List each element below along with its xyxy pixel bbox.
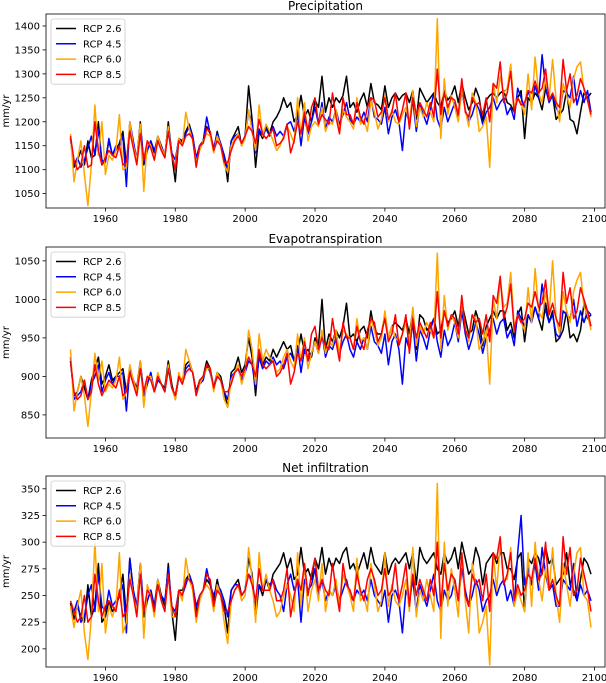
legend-label-rcp-2-6: RCP 2.6	[83, 24, 122, 35]
legend-box	[50, 480, 126, 547]
x-tick-label: 2040	[372, 673, 397, 683]
y-tick-label: 850	[21, 410, 40, 421]
x-tick-label: 1980	[163, 214, 188, 225]
x-tick-label: 1960	[93, 214, 118, 225]
series-line-rcp-8-5	[69, 536, 592, 623]
x-tick-label: 2020	[302, 214, 327, 225]
legend-label-rcp-2-6: RCP 2.6	[83, 257, 122, 268]
legend-label-rcp-6-0: RCP 6.0	[83, 517, 122, 528]
x-tick-label: 2100	[582, 444, 606, 455]
legend-label-rcp-8-5: RCP 8.5	[83, 303, 122, 314]
x-tick-label: 2000	[232, 673, 257, 683]
series-line-rcp-6-0	[69, 18, 592, 207]
y-tick-label: 275	[21, 564, 40, 575]
axes-frame	[45, 246, 606, 439]
x-tick-label: 2000	[232, 214, 257, 225]
x-tick-label: 2080	[512, 214, 537, 225]
y-tick-label: 1100	[15, 165, 40, 176]
x-tick-label: 1980	[163, 444, 188, 455]
x-tick-label: 2040	[372, 214, 397, 225]
legend-label-rcp-6-0: RCP 6.0	[83, 55, 122, 66]
legend: RCP 2.6 RCP 4.5 RCP 6.0 RCP 8.5	[50, 480, 126, 547]
y-tick-label: 325	[21, 511, 40, 522]
legend-label-rcp-4-5: RCP 4.5	[83, 272, 122, 283]
net-infiltration-panel: Net infiltration mm/yr 1960 1980 2000 2020 204…	[1, 461, 606, 683]
precipitation-panel: Precipitation mm/yr 1960 1980 2000 2020 2040 20…	[1, 0, 606, 225]
legend: RCP 2.6 RCP 4.5 RCP 6.0 RCP 8.5	[50, 251, 126, 318]
x-tick-label: 2080	[512, 444, 537, 455]
axes-frame	[45, 13, 606, 209]
y-tick-label: 1200	[15, 117, 40, 128]
evapotranspiration-panel: Evapotranspiration mm/yr 1960 1980 2000 2020 2…	[1, 232, 606, 455]
y-tick-label: 1050	[15, 189, 40, 200]
legend-box	[50, 18, 126, 85]
legend: RCP 2.6 RCP 4.5 RCP 6.0 RCP 8.5	[50, 18, 126, 85]
series-line-rcp-8-5	[69, 271, 592, 401]
y-tick-label: 350	[21, 484, 40, 495]
chart-title: Evapotranspiration	[268, 232, 382, 246]
y-tick-label: 1300	[15, 69, 40, 80]
x-tick-label: 2060	[442, 214, 467, 225]
series-group	[69, 18, 592, 207]
legend-box	[50, 251, 126, 318]
y-tick-label: 1050	[15, 256, 40, 267]
legend-label-rcp-4-5: RCP 4.5	[83, 39, 122, 50]
series-line-rcp-4-5	[69, 53, 592, 188]
chart-title: Precipitation	[288, 0, 363, 13]
legend-label-rcp-6-0: RCP 6.0	[83, 288, 122, 299]
y-tick-label: 200	[21, 644, 40, 655]
y-tick-label: 250	[21, 591, 40, 602]
x-tick-label: 2080	[512, 673, 537, 683]
x-tick-label: 2020	[302, 673, 327, 683]
y-axis-label: mm/yr	[1, 325, 12, 359]
x-tick-label: 1980	[163, 673, 188, 683]
legend-label-rcp-4-5: RCP 4.5	[83, 501, 122, 512]
y-tick-label: 1250	[15, 93, 40, 104]
x-tick-label: 2060	[442, 444, 467, 455]
series-group	[69, 482, 592, 666]
legend-label-rcp-2-6: RCP 2.6	[83, 486, 122, 497]
y-tick-label: 1400	[15, 21, 40, 32]
y-tick-label: 900	[21, 372, 40, 383]
x-tick-label: 1960	[93, 444, 118, 455]
series-group	[69, 252, 592, 428]
series-line-rcp-6-0	[69, 252, 592, 428]
x-tick-label: 2000	[232, 444, 257, 455]
y-tick-label: 1000	[15, 295, 40, 306]
axes-frame	[45, 475, 606, 668]
x-tick-label: 2020	[302, 444, 327, 455]
chart-title: Net infiltration	[282, 461, 369, 475]
y-tick-label: 300	[21, 538, 40, 549]
y-tick-label: 225	[21, 618, 40, 629]
series-line-rcp-8-5	[69, 58, 592, 171]
x-tick-label: 2100	[582, 673, 606, 683]
y-axis-label: mm/yr	[1, 94, 12, 128]
x-tick-label: 1960	[93, 673, 118, 683]
y-tick-label: 950	[21, 333, 40, 344]
x-tick-label: 2060	[442, 673, 467, 683]
x-tick-label: 2100	[582, 214, 606, 225]
y-axis-label: mm/yr	[1, 554, 12, 588]
y-tick-label: 1350	[15, 45, 40, 56]
legend-label-rcp-8-5: RCP 8.5	[83, 70, 122, 81]
legend-label-rcp-8-5: RCP 8.5	[83, 532, 122, 543]
x-tick-label: 2040	[372, 444, 397, 455]
y-tick-label: 1150	[15, 141, 40, 152]
